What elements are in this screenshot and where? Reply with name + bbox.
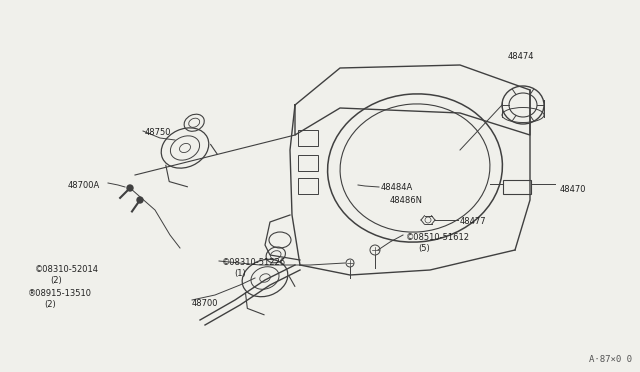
Circle shape xyxy=(127,185,133,191)
Text: ©08310-51226: ©08310-51226 xyxy=(222,258,286,267)
Text: 48700: 48700 xyxy=(192,299,218,308)
Text: 48477: 48477 xyxy=(460,217,486,226)
Bar xyxy=(298,178,318,194)
Text: 48474: 48474 xyxy=(508,52,534,61)
Text: ©08510-51612: ©08510-51612 xyxy=(406,233,470,242)
Bar xyxy=(503,180,531,194)
Text: (2): (2) xyxy=(50,276,61,285)
Text: 48486N: 48486N xyxy=(390,196,423,205)
Text: 48750: 48750 xyxy=(145,128,172,137)
Bar xyxy=(298,155,318,171)
Text: A·87×0 0: A·87×0 0 xyxy=(589,355,632,364)
Text: ®08915-13510: ®08915-13510 xyxy=(28,289,92,298)
Text: (5): (5) xyxy=(418,244,429,253)
Bar xyxy=(298,130,318,146)
Text: 48484A: 48484A xyxy=(381,183,413,192)
Text: ©08310-52014: ©08310-52014 xyxy=(35,265,99,274)
Circle shape xyxy=(137,197,143,203)
Text: (1): (1) xyxy=(234,269,246,278)
Text: 48700A: 48700A xyxy=(68,181,100,190)
Text: 48470: 48470 xyxy=(560,185,586,194)
Text: (2): (2) xyxy=(44,300,56,309)
